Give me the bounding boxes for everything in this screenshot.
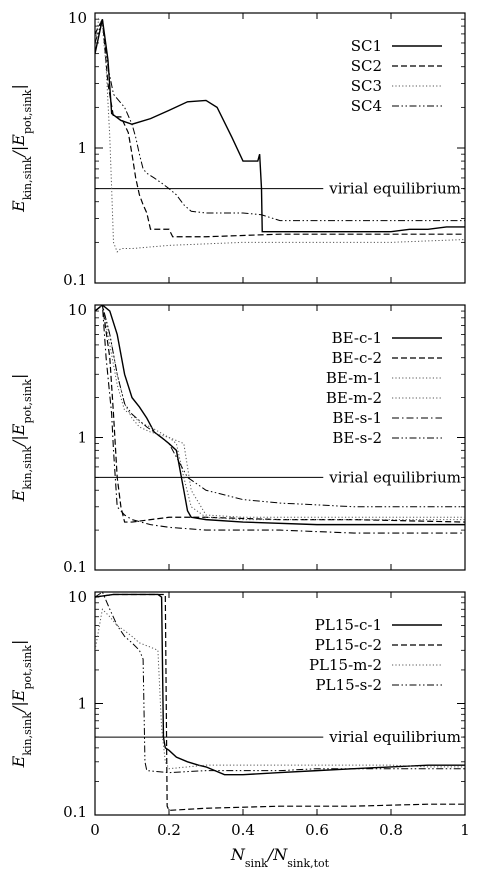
- x-axis-label: Nsink/Nsink,tot: [230, 845, 330, 870]
- chart-panel-middle: 0.1 1 10 Ekin,sink/|Epot,sink| virial equili…: [9, 301, 466, 576]
- series-line-pl15-c-2: [95, 593, 465, 812]
- series-line-sc1: [95, 19, 465, 233]
- y-axis-label: Ekin,sink/|Epot,sink|: [9, 374, 34, 503]
- y-tick-label: 0.1: [63, 558, 87, 576]
- y-tick-label: 0.1: [63, 271, 87, 289]
- series-line-be-c-1: [95, 305, 465, 526]
- series-line-be-s-1: [95, 305, 465, 534]
- y-tick-label: 1: [77, 139, 87, 157]
- legend-label: BE-c-1: [332, 329, 382, 347]
- legend-label: BE-s-1: [332, 409, 382, 427]
- y-tick-label: 1: [77, 429, 87, 447]
- x-tick-label: 0.8: [379, 821, 403, 839]
- legend-label: PL15-s-2: [315, 676, 382, 694]
- legend-label: SC3: [351, 77, 382, 95]
- x-tick-label: 0.2: [157, 821, 181, 839]
- y-tick-label: 1: [77, 695, 87, 713]
- series-line-be-c-2: [95, 305, 465, 523]
- plot-frame: [94, 12, 466, 284]
- series-line-be-m-1: [95, 305, 465, 521]
- y-tick-label: 10: [68, 301, 87, 319]
- virial-equilibrium-label: virial equilibrium: [328, 180, 461, 198]
- y-axis-label: Ekin,sink/|Epot,sink|: [9, 84, 34, 213]
- x-tick-label: 0: [90, 821, 100, 839]
- legend-label: PL15-m-2: [309, 656, 382, 674]
- legend-label: PL15-c-1: [315, 616, 382, 634]
- series-lines: [95, 17, 465, 253]
- series-line-sc2: [95, 17, 465, 238]
- series-line-pl15-s-2: [95, 592, 465, 774]
- y-tick-label: 0.1: [63, 803, 87, 821]
- virial-equilibrium-label: virial equilibrium: [328, 468, 461, 486]
- x-tick-label: 0.6: [305, 821, 329, 839]
- legend-label: SC2: [351, 57, 382, 75]
- series-lines: [95, 305, 465, 534]
- x-tick-label: 1: [460, 821, 470, 839]
- series-lines: [95, 592, 465, 812]
- y-tick-label: 10: [68, 9, 87, 27]
- legend-label: BE-m-2: [326, 389, 382, 407]
- legend-label: BE-m-1: [326, 369, 382, 387]
- chart-panel-bottom: 0 0.2 0.4 0.6 0.8 1 0.1 1 10 Ekin,sink/|Epot,sink…: [9, 588, 470, 870]
- y-tick-label: 10: [68, 588, 87, 606]
- chart-panel-top: 0.1 1 10 Ekin,sink/|Epot,sink| virial equili…: [9, 9, 466, 289]
- series-line-sc4: [95, 19, 465, 222]
- x-tick-label: 0.4: [231, 821, 255, 839]
- legend-label: SC4: [351, 97, 382, 115]
- series-line-sc3: [95, 17, 465, 253]
- legend-label: SC1: [351, 37, 382, 55]
- y-axis-label: Ekin,sink/|Epot,sink|: [9, 640, 34, 769]
- virial-equilibrium-label: virial equilibrium: [328, 728, 461, 746]
- legend-label: BE-c-2: [332, 349, 382, 367]
- legend-label: PL15-c-2: [315, 636, 382, 654]
- series-line-be-s-2: [95, 305, 465, 508]
- legend-label: BE-s-2: [332, 429, 382, 447]
